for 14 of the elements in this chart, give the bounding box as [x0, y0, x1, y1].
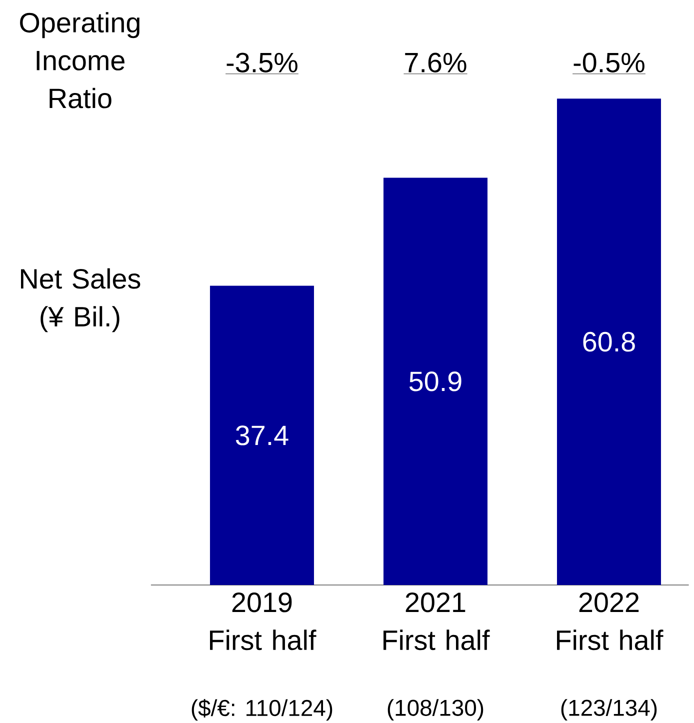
data-label: 37.4 [236, 426, 288, 446]
text: Operating Income Ratio [20, 12, 140, 108]
data-label: 60.8 [583, 332, 635, 352]
x-tick-label: 2019 First half [210, 592, 316, 650]
x-tick-label: 2021 First half [384, 592, 490, 650]
text: ($/€: 110/124) [192, 698, 332, 721]
data-label: 50.9 [409, 372, 462, 392]
text: (108/130) [388, 699, 484, 720]
x-tick-label: 2022 First half [557, 592, 664, 650]
text: Net Sales (¥ Bil.) [21, 268, 140, 332]
text: 7.6% [405, 52, 466, 72]
text: -3.5% [226, 52, 298, 72]
text: (123/134) [561, 699, 657, 720]
text: -0.5% [574, 52, 644, 72]
